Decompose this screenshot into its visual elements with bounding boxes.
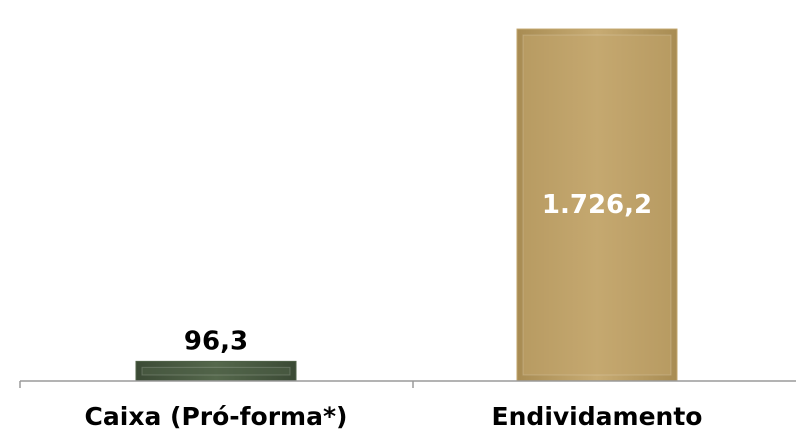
bar-bevel <box>141 366 291 376</box>
data-label: 1.726,2 <box>542 190 652 220</box>
bar-endividamento <box>516 28 678 382</box>
x-tick-label: Endividamento <box>492 402 703 431</box>
bar-bevel <box>522 34 672 376</box>
labels-layer: 96,3 Caixa (Pró-forma*) 1.726,2 Endividamen… <box>85 190 703 431</box>
x-tick-label: Caixa (Pró-forma*) <box>85 402 348 431</box>
data-label: 96,3 <box>184 326 248 356</box>
bar-caixa <box>135 360 297 382</box>
bars-layer <box>135 28 678 382</box>
